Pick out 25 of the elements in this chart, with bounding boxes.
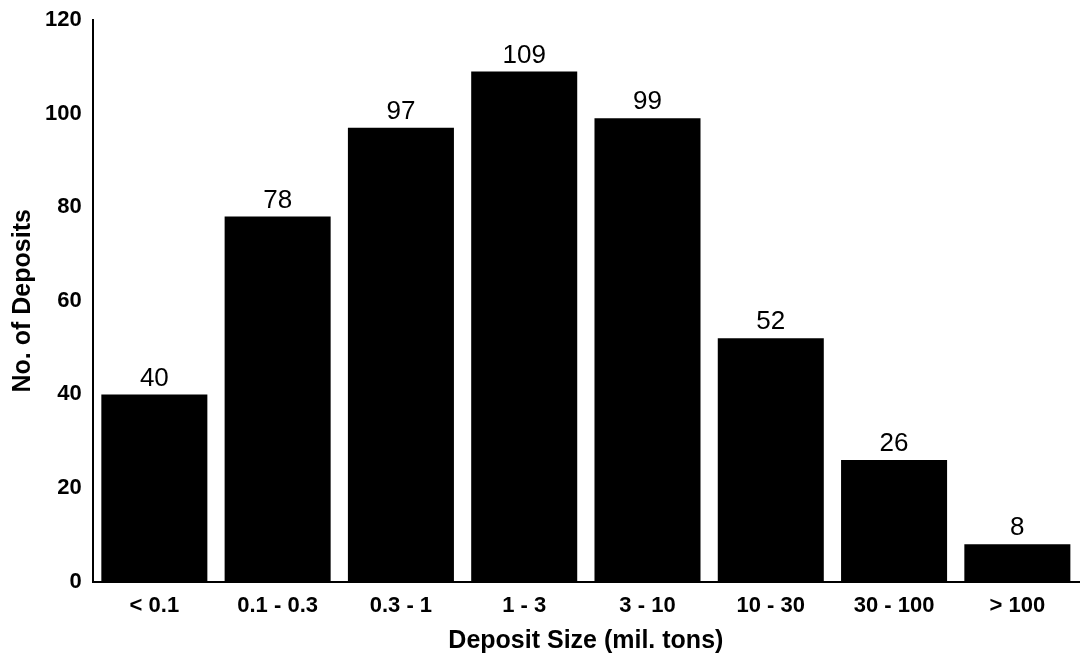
data-label: 97: [386, 94, 416, 125]
data-label: 26: [879, 427, 909, 458]
x-tick-label: 0.1 - 0.3: [237, 591, 318, 617]
x-tick-label: 1 - 3: [502, 591, 547, 617]
data-label: 52: [756, 305, 786, 336]
data-label: 99: [633, 85, 662, 116]
y-tick-label: 40: [57, 380, 82, 406]
x-tick-label: < 0.1: [129, 591, 180, 617]
y-tick-label: 80: [57, 193, 82, 219]
x-tick-label: > 100: [989, 591, 1046, 617]
data-label: 78: [263, 183, 293, 214]
x-tick-label: 10 - 30: [736, 591, 806, 617]
y-axis-title: No. of Deposits: [6, 209, 35, 393]
y-tick-label: 0: [69, 567, 82, 593]
x-tick-label: 3 - 10: [619, 591, 676, 617]
data-label: 8: [1010, 511, 1025, 542]
y-tick-label: 100: [44, 99, 82, 125]
y-tick-label: 120: [44, 6, 82, 32]
y-tick-label: 60: [57, 286, 82, 312]
data-label: 109: [502, 38, 546, 69]
x-tick-label: 30 - 100: [853, 591, 935, 617]
y-tick-label: 20: [57, 474, 82, 500]
data-label: 40: [139, 361, 169, 392]
x-tick-label: 0.3 - 1: [369, 591, 433, 617]
x-axis-title: Deposit Size (mil. tons): [448, 624, 724, 653]
